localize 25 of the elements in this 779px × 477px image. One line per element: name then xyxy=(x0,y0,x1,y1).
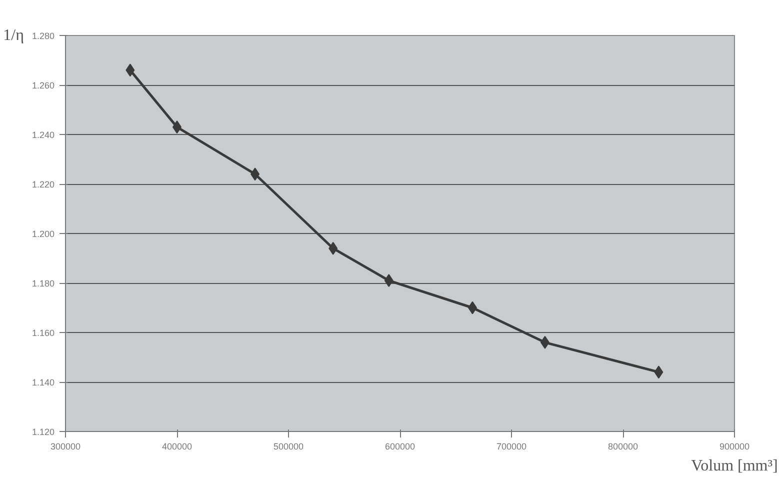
y-tick-label: 1.280 xyxy=(32,31,55,41)
x-tick-label: 600000 xyxy=(384,442,416,452)
y-axis-title: 1/η xyxy=(3,27,24,44)
x-tick-label: 300000 xyxy=(50,442,81,452)
point xyxy=(250,168,260,181)
x-tick-label: 400000 xyxy=(162,442,192,452)
point xyxy=(126,64,135,77)
y-tick-label: 1.120 xyxy=(32,427,55,437)
point xyxy=(654,366,664,379)
point xyxy=(540,336,550,349)
point xyxy=(328,242,338,255)
y-tick-label: 1.140 xyxy=(32,378,55,388)
x-axis-title: Volum [mm³] xyxy=(691,458,778,474)
x-tick-label: 700000 xyxy=(496,442,527,452)
y-tick-label: 1.220 xyxy=(32,180,55,190)
x-tick-label: 800000 xyxy=(608,442,638,452)
x-tick-label: 500000 xyxy=(273,442,304,452)
y-tick-label: 1.160 xyxy=(32,328,55,338)
y-tick-label: 1.240 xyxy=(32,130,55,140)
x-tick-label: 900000 xyxy=(719,442,750,452)
point xyxy=(384,274,394,288)
y-tick-label: 1.260 xyxy=(32,80,55,90)
y-tick-label: 1.200 xyxy=(32,229,55,239)
y-tick-label: 1.180 xyxy=(32,278,55,288)
point xyxy=(468,301,477,314)
